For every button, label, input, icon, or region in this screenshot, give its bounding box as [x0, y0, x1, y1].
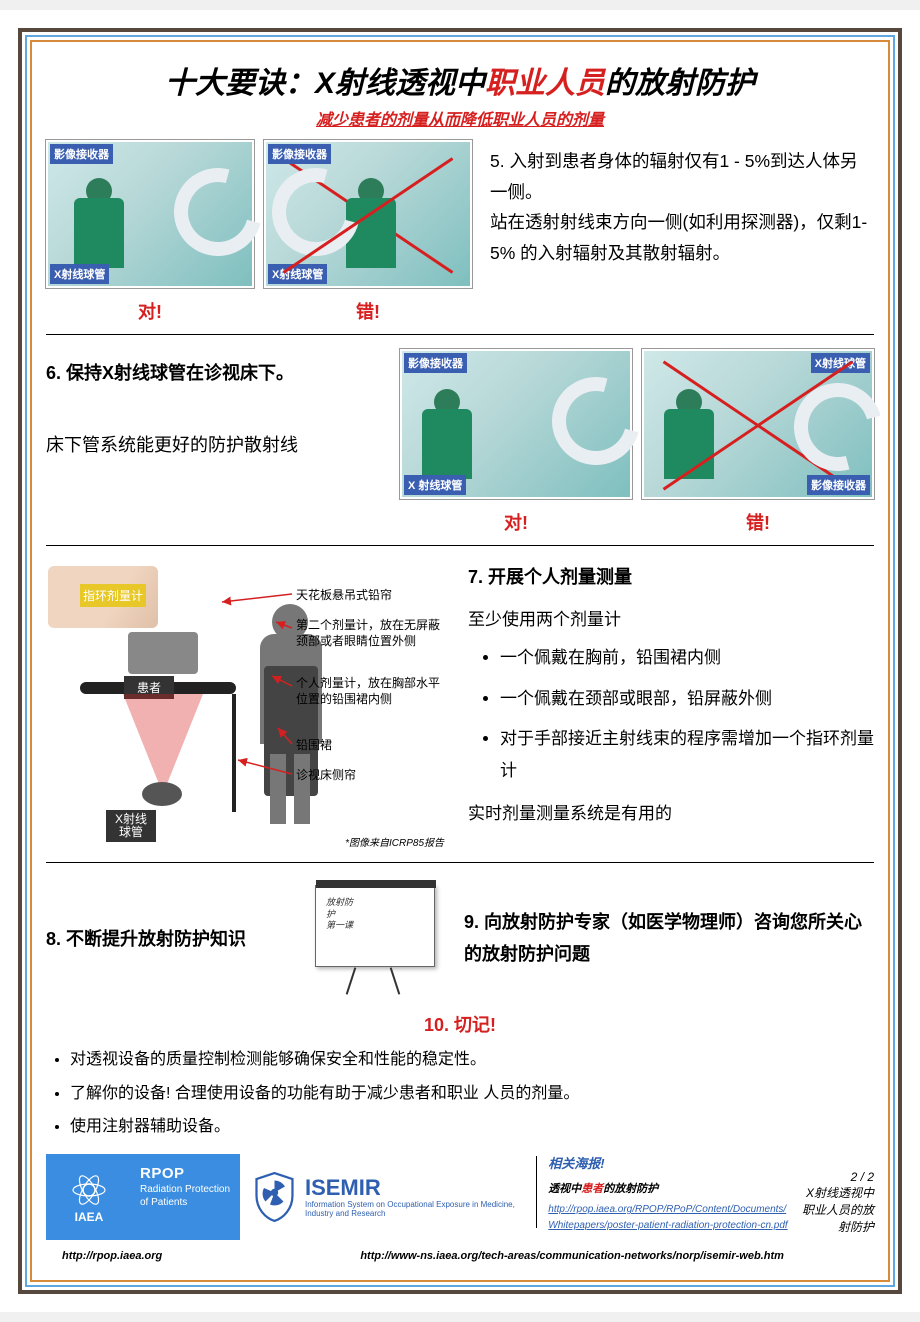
dosimetry-diagram: 指环剂量计 患者 X射线 球管 [46, 560, 446, 850]
related-link2[interactable]: Whitepapers/poster-patient-radiation-pro… [548, 1218, 788, 1234]
related-title: 相关海报! [548, 1154, 788, 1175]
label-receiver: 影像接收器 [807, 475, 870, 495]
section-10: 对透视设备的质量控制检测能够确保安全和性能的稳定性。 了解你的设备! 合理使用设… [46, 1043, 874, 1144]
section-6-text: 6. 保持X射线球管在诊视床下。 床下管系统能更好的防护散射线 [46, 349, 386, 535]
page-title: 十大要诀：X射线透视中职业人员的放射防护 [46, 58, 874, 102]
related-post: 的放射防护 [603, 1183, 658, 1195]
label-tube: X 射线球管 [404, 475, 466, 495]
photo-correct-6: 影像接收器 X 射线球管 [400, 349, 632, 499]
label-receiver: 影像接收器 [404, 353, 467, 373]
section-7-text: 7. 开展个人剂量测量 至少使用两个剂量计 一个佩戴在胸前，铅围裙内侧 一个佩戴… [468, 560, 874, 850]
correct-label: 对! [46, 298, 254, 324]
footer: IAEA RPOP Radiation Protection of Patien… [46, 1154, 874, 1240]
photo-wrong-6: X射线球管 影像接收器 [642, 349, 874, 499]
s7-list: 一个佩戴在胸前，铅围裙内侧 一个佩戴在颈部或眼部，铅屏蔽外侧 对于手部接近主射线… [468, 642, 874, 787]
diagram-arrows [46, 560, 446, 850]
rpop-sub: Radiation Protection of Patients [140, 1183, 232, 1209]
section-5-text: 5. 入射到患者身体的辐射仅有1 - 5%到达人体另一侧。 站在透射射线束方向一… [490, 140, 874, 324]
related-desc: 透视中患者的放射防护 [548, 1181, 788, 1199]
mid-border: 十大要诀：X射线透视中职业人员的放射防护 减少患者的剂量从而降低职业人员的剂量 … [25, 35, 895, 1287]
page-foot2: 职业人员的放射防护 [792, 1202, 874, 1236]
wrong-label: 错! [642, 509, 874, 535]
goodbad-5: 对! 错! [46, 298, 472, 324]
wrong-label: 错! [264, 298, 472, 324]
related-pre: 透视中 [548, 1183, 581, 1195]
title-accent: 职业人员 [485, 67, 605, 100]
s7-b1: 一个佩戴在胸前，铅围裙内侧 [500, 642, 874, 674]
s5-line2: 站在透射射线束方向一侧(如利用探测器)，仅剩1-5% 的入射辐射及其散射辐射。 [490, 207, 874, 268]
iaea-block: IAEA RPOP Radiation Protection of Patien… [46, 1154, 240, 1240]
s10-heading: 10. 切记! [46, 1011, 874, 1037]
isemir-block: ISEMIR Information System on Occupationa… [244, 1154, 532, 1240]
footer-urls: http://rpop.iaea.org http://www-ns.iaea.… [62, 1250, 858, 1262]
url-isemir[interactable]: http://www-ns.iaea.org/tech-areas/commun… [360, 1250, 784, 1262]
label-tube: X射线球管 [268, 264, 327, 284]
page: 十大要诀：X射线透视中职业人员的放射防护 减少患者的剂量从而降低职业人员的剂量 … [0, 10, 920, 1312]
label-receiver: 影像接收器 [50, 144, 113, 164]
url-rpop[interactable]: http://rpop.iaea.org [62, 1250, 162, 1262]
photo-wrong-5: 影像接收器 X射线球管 [264, 140, 472, 288]
s7-b2: 一个佩戴在颈部或眼部，铅屏蔽外侧 [500, 683, 874, 715]
presentation-icon: 放射防护第一课 [300, 879, 450, 997]
section-8-9: 8. 不断提升放射防护知识 放射防护第一课 9. 向放射防护专家（如医学物理师）… [46, 879, 874, 997]
section-5: 影像接收器 X射线球管 影像接收器 X射线球管 对! 错! [46, 140, 874, 324]
divider [46, 862, 874, 863]
divider [46, 545, 874, 546]
s9-heading: 9. 向放射防护专家（如医学物理师）咨询您所关心的放射防护问题 [464, 906, 874, 971]
s5-line1: 5. 入射到患者身体的辐射仅有1 - 5%到达人体另一侧。 [490, 146, 874, 207]
isemir-text: ISEMIR Information System on Occupationa… [305, 1175, 524, 1219]
s6-heading: 6. 保持X射线球管在诊视床下。 [46, 355, 386, 391]
related-patient: 患者 [581, 1183, 603, 1195]
section-6: 6. 保持X射线球管在诊视床下。 床下管系统能更好的防护散射线 影像接收器 X … [46, 349, 874, 535]
correct-label: 对! [400, 509, 632, 535]
s7-heading: 7. 开展个人剂量测量 [468, 560, 874, 594]
page-foot1: X射线透视中 [792, 1185, 874, 1202]
isemir-sub: Information System on Occupational Expos… [305, 1201, 524, 1219]
slide-l2: 护 [326, 909, 335, 919]
title-prefix: 十大要诀：X射线透视中 [165, 67, 485, 100]
s7-foot: 实时剂量测量系统是有用的 [468, 798, 874, 830]
s7-b3: 对于手部接近主射线束的程序需增加一个指环剂量计 [500, 723, 874, 788]
s10-b2: 了解你的设备! 合理使用设备的功能有助于减少患者和职业 人员的剂量。 [70, 1077, 874, 1111]
outer-border: 十大要诀：X射线透视中职业人员的放射防护 减少患者的剂量从而降低职业人员的剂量 … [18, 28, 902, 1294]
divider [46, 334, 874, 335]
page-number: 2 / 2 X射线透视中 职业人员的放射防护 [792, 1169, 874, 1240]
label-tube: X射线球管 [50, 264, 109, 284]
s7-sub: 至少使用两个剂量计 [468, 604, 874, 636]
s10-b3: 使用注射器辅助设备。 [70, 1110, 874, 1144]
subtitle: 减少患者的剂量从而降低职业人员的剂量 [46, 106, 874, 130]
s10-b1: 对透视设备的质量控制检测能够确保安全和性能的稳定性。 [70, 1043, 874, 1077]
photo-pair-5: 影像接收器 X射线球管 影像接收器 X射线球管 [46, 140, 472, 288]
rpop-block: RPOP Radiation Protection of Patients [132, 1154, 240, 1240]
s8-heading: 8. 不断提升放射防护知识 [46, 925, 286, 951]
rpop-title: RPOP [140, 1164, 232, 1184]
section-7: 指环剂量计 患者 X射线 球管 [46, 560, 874, 850]
related-box: 相关海报! 透视中患者的放射防护 http://rpop.iaea.org/RP… [536, 1154, 788, 1240]
page-num-val: 2 / 2 [792, 1169, 874, 1186]
related-link1[interactable]: http://rpop.iaea.org/RPOP/RPoP/Content/D… [548, 1202, 788, 1218]
iaea-text: IAEA [75, 1210, 104, 1224]
inner-border: 十大要诀：X射线透视中职业人员的放射防护 减少患者的剂量从而降低职业人员的剂量 … [30, 40, 890, 1282]
photo-pair-6: 影像接收器 X 射线球管 X射线球管 影像接收器 [400, 349, 874, 499]
goodbad-6: 对! 错! [400, 509, 874, 535]
slide-l3: 第一课 [326, 920, 353, 930]
diagram-credit: *图像来自ICRP85报告 [345, 837, 444, 850]
s6-body: 床下管系统能更好的防护散射线 [46, 427, 386, 463]
photo-correct-5: 影像接收器 X射线球管 [46, 140, 254, 288]
title-suffix: 的放射防护 [605, 67, 755, 100]
slide-l1: 放射防 [326, 897, 353, 907]
iaea-logo: IAEA [46, 1154, 132, 1240]
isemir-name: ISEMIR [305, 1175, 524, 1201]
